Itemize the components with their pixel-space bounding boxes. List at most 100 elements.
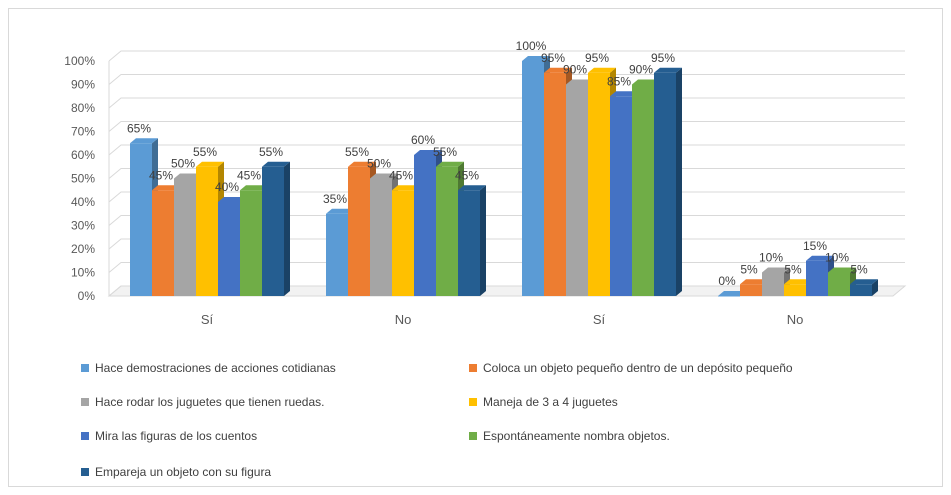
bar-top bbox=[436, 161, 464, 167]
bar-front bbox=[392, 190, 414, 296]
bar-top bbox=[414, 150, 442, 155]
data-label: 95% bbox=[585, 51, 609, 65]
bar-top bbox=[850, 279, 878, 285]
bar-front bbox=[414, 155, 436, 296]
bar bbox=[806, 255, 834, 296]
bar-front bbox=[762, 272, 784, 296]
legend-item: Coloca un objeto pequeño dentro de un de… bbox=[469, 361, 793, 375]
bar-top bbox=[806, 255, 834, 261]
data-label: 45% bbox=[455, 168, 479, 182]
legend-label: Coloca un objeto pequeño dentro de un de… bbox=[483, 361, 793, 375]
legend-swatch bbox=[469, 364, 477, 372]
bar-front bbox=[850, 284, 872, 296]
bar-top bbox=[632, 79, 660, 85]
legend-item: Espontáneamente nombra objetos. bbox=[469, 429, 670, 443]
y-tick-label: 0% bbox=[78, 289, 96, 303]
bar-front bbox=[588, 72, 610, 296]
data-labels: 65%45%50%55%40%45%55%35%55%50%45%60%55%4… bbox=[127, 39, 868, 288]
x-tick-label: Sí bbox=[201, 312, 214, 327]
bar-top bbox=[218, 197, 246, 202]
bar-front bbox=[740, 284, 762, 296]
data-label: 45% bbox=[389, 168, 413, 182]
data-label: 55% bbox=[433, 145, 457, 159]
bar-front bbox=[806, 260, 828, 296]
legend-label: Mira las figuras de los cuentos bbox=[95, 429, 258, 443]
data-label: 85% bbox=[607, 74, 631, 88]
legend-label: Maneja de 3 a 4 juguetes bbox=[483, 395, 618, 409]
gridline bbox=[108, 97, 905, 109]
legend-item: Maneja de 3 a 4 juguetes bbox=[469, 395, 618, 409]
data-label: 15% bbox=[803, 239, 827, 253]
bar-top bbox=[828, 267, 856, 273]
legend-label: Espontáneamente nombra objetos. bbox=[483, 429, 670, 443]
bar-top bbox=[392, 185, 420, 191]
data-label: 5% bbox=[784, 262, 802, 276]
bar-front bbox=[522, 61, 544, 296]
gridline bbox=[108, 50, 905, 62]
gridline bbox=[108, 144, 905, 156]
bar-front bbox=[632, 84, 654, 296]
bar bbox=[654, 67, 682, 296]
bar-front bbox=[262, 166, 284, 296]
bar-front bbox=[566, 84, 588, 296]
bar-top bbox=[348, 161, 376, 167]
bar-top bbox=[370, 173, 398, 179]
chart-frame: 0% 10% 20% 30% 40% 50% 60% 70% 80% 90% 100% Sí No Sí N… bbox=[8, 8, 943, 487]
legend-item: Hace demostraciones de acciones cotidian… bbox=[81, 361, 336, 375]
y-tick-label: 40% bbox=[71, 195, 95, 209]
bar-front bbox=[718, 296, 740, 297]
y-tick-label: 10% bbox=[71, 266, 95, 280]
gridline bbox=[108, 74, 905, 85]
legend-label: Hace demostraciones de acciones cotidian… bbox=[95, 361, 336, 375]
bar bbox=[262, 161, 290, 296]
bar-top bbox=[566, 79, 594, 85]
bar-front bbox=[784, 284, 806, 296]
legend-swatch bbox=[81, 398, 89, 406]
gridline bbox=[108, 168, 905, 179]
bar-side bbox=[480, 185, 486, 296]
bar-front bbox=[458, 190, 480, 296]
data-label: 100% bbox=[516, 39, 547, 53]
y-tick-label: 90% bbox=[71, 78, 95, 92]
legend-label: Empareja un objeto con su figura bbox=[95, 465, 272, 479]
data-label: 5% bbox=[740, 262, 758, 276]
gridline bbox=[108, 121, 905, 132]
x-tick-label: No bbox=[395, 312, 412, 327]
bar-front bbox=[196, 166, 218, 296]
bar-top bbox=[718, 291, 746, 296]
bar-top bbox=[326, 208, 354, 214]
bar bbox=[458, 185, 486, 296]
bar-front bbox=[436, 166, 458, 296]
legend-label: Hace rodar los juguetes que tienen rueda… bbox=[95, 395, 325, 409]
bar-top bbox=[522, 56, 550, 61]
data-label: 95% bbox=[541, 51, 565, 65]
bar-top bbox=[240, 185, 268, 191]
bar-top bbox=[152, 185, 180, 191]
bar-front bbox=[152, 190, 174, 296]
data-label: 55% bbox=[259, 145, 283, 159]
legend-swatch bbox=[81, 432, 89, 440]
y-tick-label: 80% bbox=[71, 101, 95, 115]
bar-side bbox=[676, 67, 682, 296]
data-label: 90% bbox=[629, 63, 653, 77]
bar-top bbox=[458, 185, 486, 191]
data-label: 60% bbox=[411, 133, 435, 147]
bar-top bbox=[196, 161, 224, 167]
x-tick-label: Sí bbox=[593, 312, 606, 327]
data-label: 95% bbox=[651, 51, 675, 65]
data-label: 0% bbox=[718, 274, 736, 288]
data-label: 90% bbox=[563, 63, 587, 77]
data-label: 5% bbox=[850, 262, 868, 276]
bar-front bbox=[828, 272, 850, 296]
bar-top bbox=[130, 138, 158, 144]
bar-front bbox=[654, 72, 676, 296]
data-label: 50% bbox=[367, 157, 391, 171]
data-label: 40% bbox=[215, 180, 239, 194]
data-label: 10% bbox=[825, 251, 849, 265]
legend-swatch bbox=[81, 364, 89, 372]
bar-front bbox=[610, 96, 632, 296]
y-tick-label: 20% bbox=[71, 242, 95, 256]
bar-front bbox=[326, 213, 348, 296]
bar-top bbox=[610, 91, 638, 97]
bar-side bbox=[872, 279, 878, 296]
